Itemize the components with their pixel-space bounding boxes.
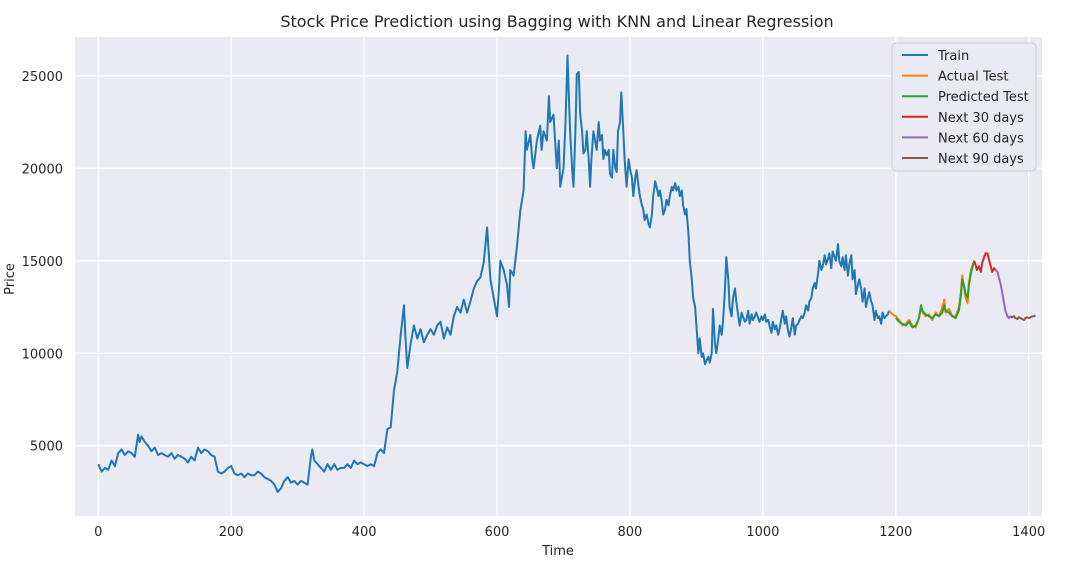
legend-entry: Train <box>937 49 969 64</box>
x-axis-label: Time <box>541 544 574 559</box>
x-tick-label: 600 <box>485 525 510 540</box>
series-line-predicted-test <box>895 260 976 329</box>
legend-entry: Actual Test <box>938 70 1008 85</box>
series-line-next-60-days <box>994 269 1011 320</box>
series-line-next-90-days <box>1009 314 1036 321</box>
legend-entry: Next 30 days <box>938 111 1024 126</box>
y-tick-label: 25000 <box>22 70 63 85</box>
x-tick-label: 1200 <box>879 525 912 540</box>
series-line-next-30-days <box>973 252 997 273</box>
x-tick-label: 1000 <box>746 525 779 540</box>
series-lines <box>97 54 1036 493</box>
x-axis-ticks: 0 200 400 600 800 1000 1200 1400 <box>94 525 1045 540</box>
legend-entry: Predicted Test <box>938 90 1029 105</box>
x-tick-label: 800 <box>618 525 643 540</box>
y-axis-label: Price <box>3 263 18 295</box>
legend-entry: Next 60 days <box>938 131 1024 146</box>
y-tick-label: 5000 <box>30 440 63 455</box>
y-tick-label: 20000 <box>22 162 63 177</box>
plot-area <box>75 37 1042 516</box>
legend-entry: Next 90 days <box>938 152 1024 167</box>
chart-title: Stock Price Prediction using Bagging wit… <box>280 12 833 31</box>
legend: Train Actual Test Predicted Test Next 30 da… <box>891 42 1037 172</box>
y-tick-label: 15000 <box>22 255 63 270</box>
x-tick-label: 200 <box>219 525 244 540</box>
x-tick-label: 0 <box>94 525 102 540</box>
y-axis-ticks: 5000 10000 15000 20000 25000 <box>22 70 63 455</box>
y-tick-label: 10000 <box>22 347 63 362</box>
series-line-train <box>97 54 891 493</box>
x-tick-label: 400 <box>352 525 377 540</box>
x-tick-label: 1400 <box>1012 525 1045 540</box>
